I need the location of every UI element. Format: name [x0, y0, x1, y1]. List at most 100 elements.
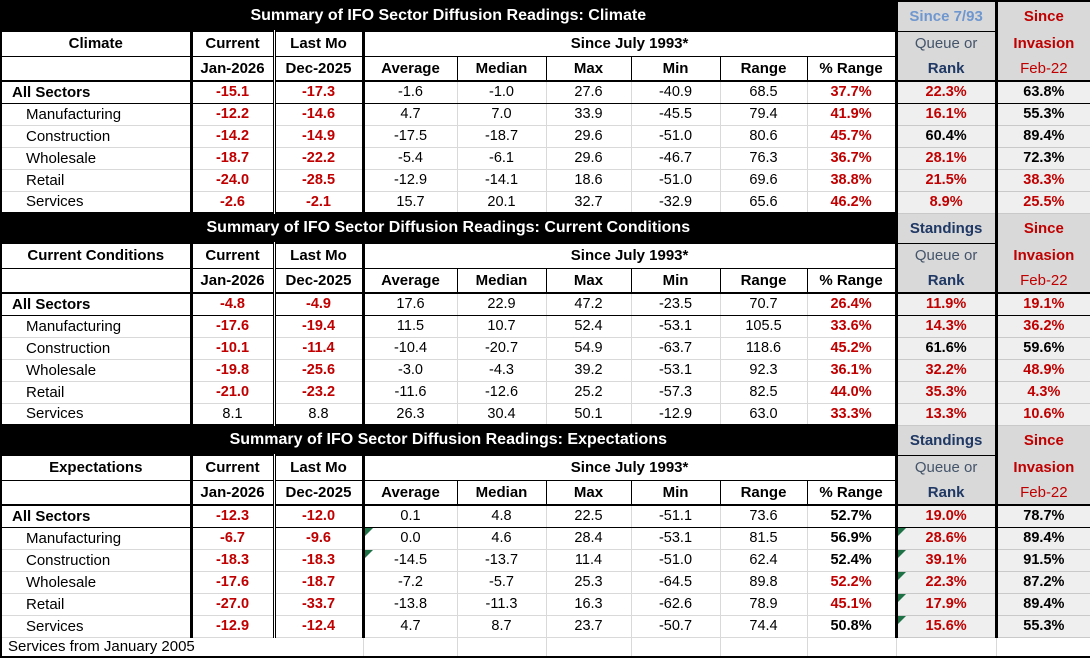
- min-value-text: -40.9: [658, 84, 693, 101]
- since-invasion-header-line1: Since: [994, 212, 1090, 243]
- since-invasion-value-text: 55.3%: [1023, 618, 1065, 634]
- pct-range-value-text: 33.3%: [830, 405, 872, 422]
- min-value: -50.7: [630, 615, 720, 638]
- sector-label: Services: [1, 191, 191, 214]
- average-value: 4.7: [361, 615, 457, 638]
- current-column-header: Current: [189, 242, 275, 269]
- since-invasion-value-text: 63.8%: [1023, 84, 1065, 101]
- comment-flag-icon: [899, 571, 906, 580]
- sector-label: Wholesale: [1, 359, 191, 382]
- max-value: 23.7: [545, 615, 631, 638]
- range-value: 63.0: [719, 403, 807, 426]
- lastmo-value: -2.1: [272, 191, 363, 214]
- sector-label: Construction: [1, 337, 191, 360]
- since-invasion-value-text: 89.4%: [1023, 128, 1065, 144]
- median-value-text: -5.7: [489, 574, 514, 590]
- average-value-text: -14.5: [393, 552, 428, 568]
- sector-label-text: Wholesale: [26, 361, 97, 379]
- since-invasion-value-text: 38.3%: [1023, 172, 1065, 188]
- feb22-header-text: Feb-22: [1020, 271, 1068, 289]
- range-value: 81.5: [719, 527, 807, 550]
- current-value: -14.2: [189, 125, 274, 148]
- since-invasion-value: 25.5%: [994, 191, 1090, 214]
- lastmo-value-text: -22.2: [301, 150, 336, 166]
- max-value-text: 47.2: [574, 296, 603, 313]
- rank-header-text: Rank: [927, 271, 965, 289]
- footer-empty-cell: [995, 636, 1090, 657]
- range-value-text: 76.3: [749, 150, 778, 166]
- current-value: -4.8: [189, 293, 274, 316]
- median-value: 4.8: [456, 505, 546, 528]
- pct-range-value: 50.8%: [806, 615, 897, 638]
- range-value-text: 65.6: [749, 193, 778, 210]
- median-value: 30.4: [456, 403, 546, 426]
- comment-flag-icon: [366, 549, 373, 558]
- current-value: -18.7: [189, 147, 274, 170]
- max-value: 29.6: [545, 125, 631, 148]
- queue-rank-value: 15.6%: [894, 615, 997, 638]
- current-value: -12.3: [189, 505, 274, 528]
- median-value-text: -12.6: [484, 384, 519, 400]
- stat-header-median: Median: [456, 267, 547, 294]
- median-value: -6.1: [456, 147, 546, 170]
- since-invasion-value: 55.3%: [994, 103, 1090, 126]
- pct-range-value: 44.0%: [806, 381, 897, 404]
- standings-header: Standings: [894, 212, 997, 244]
- max-value: 28.4: [545, 527, 631, 550]
- since-invasion-value-text: 72.3%: [1023, 150, 1065, 166]
- average-value: -11.6: [361, 381, 457, 404]
- comment-flag-icon: [899, 527, 906, 536]
- stat-header-range: Range: [719, 267, 808, 294]
- range-value-text: 63.0: [749, 405, 778, 422]
- range-value-text: 70.7: [749, 296, 778, 313]
- sector-label: Retail: [1, 593, 191, 616]
- data-row: Retail -21.0 -23.2 -11.6 -12.6 25.2 -57.3 82.5 4…: [1, 381, 1090, 404]
- median-value-text: -4.3: [489, 362, 514, 378]
- median-value: -11.3: [456, 593, 546, 616]
- max-value: 18.6: [545, 169, 631, 192]
- max-value-text: 25.3: [574, 574, 603, 590]
- max-value: 32.7: [545, 191, 631, 214]
- median-value: -1.0: [456, 81, 546, 104]
- lastmo-value-text: -33.7: [301, 596, 336, 612]
- since-invasion-value: 19.1%: [994, 293, 1090, 316]
- lastmo-value-text: -28.5: [301, 172, 336, 188]
- section-title-text: Summary of IFO Sector Diffusion Readings…: [250, 7, 647, 24]
- min-value-text: -32.9: [658, 193, 693, 210]
- since-invasion-header-line2: Invasion: [994, 31, 1090, 56]
- stat-header-min-text: Min: [662, 59, 689, 77]
- stat-header-range-text: Range: [740, 59, 787, 77]
- queue-rank-value-text: 13.3%: [925, 406, 967, 422]
- current-value: -27.0: [189, 593, 274, 616]
- current-value-text: -15.1: [215, 84, 250, 101]
- lastmo-value-text: -23.2: [301, 384, 336, 400]
- sector-label-text: Retail: [26, 595, 65, 613]
- lastmo-date-header: Dec-2025: [272, 479, 364, 506]
- median-value-text: -6.1: [489, 150, 514, 166]
- current-value-text: 8.1: [222, 405, 243, 422]
- section-label-text: Expectations: [49, 459, 143, 477]
- lastmo-value: -33.7: [272, 593, 363, 616]
- queue-rank-value-text: 28.1%: [925, 150, 967, 166]
- column-header-row: Climate Current Last Mo Since July 1993* Que…: [0, 30, 1090, 57]
- average-value: -17.5: [361, 125, 457, 148]
- pct-range-value: 36.1%: [806, 359, 897, 382]
- stat-header--range-text: % Range: [819, 483, 883, 501]
- range-value-text: 74.4: [749, 618, 778, 634]
- lastmo-date-header-text: Dec-2025: [285, 59, 352, 77]
- lastmo-date-header: Dec-2025: [272, 267, 364, 294]
- min-value: -51.1: [630, 505, 720, 528]
- average-value-text: -3.0: [398, 362, 423, 378]
- lastmo-date-header-text: Dec-2025: [285, 271, 352, 289]
- since-invasion-value-text: 78.7%: [1023, 508, 1065, 525]
- column-header-row: Expectations Current Last Mo Since July 199…: [0, 454, 1090, 481]
- queue-rank-value: 13.3%: [894, 403, 997, 426]
- min-value-text: -64.5: [658, 574, 693, 590]
- section-title-row: Summary of IFO Sector Diffusion Readings…: [0, 212, 1090, 244]
- median-value-text: -1.0: [489, 84, 514, 101]
- lastmo-value-text: -17.3: [301, 84, 336, 101]
- since-invasion-value-text: 89.4%: [1023, 596, 1065, 612]
- sector-label-text: Retail: [26, 171, 65, 189]
- median-value-text: 4.6: [491, 530, 512, 546]
- median-value-text: -13.7: [484, 552, 519, 568]
